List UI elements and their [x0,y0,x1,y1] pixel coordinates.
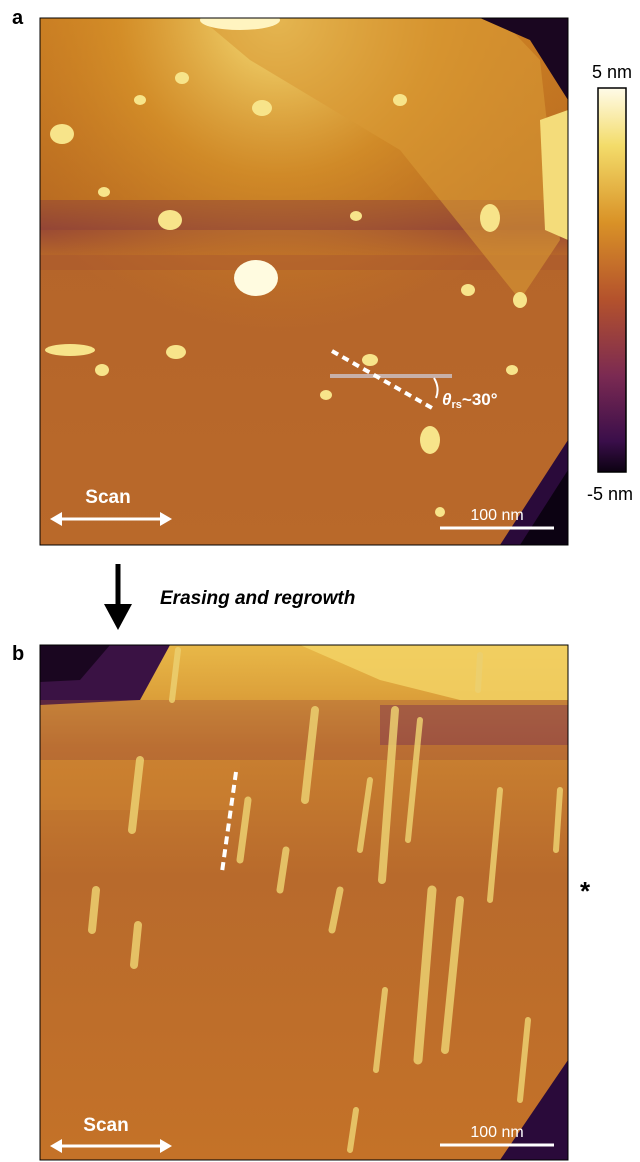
scale-bar-label: 100 nm [470,1124,523,1141]
scan-label: Scan [85,487,130,508]
afm-image-a: θrs~30° Scan 100 nm [40,10,568,545]
colorbar-max: 5 nm [592,62,632,82]
afm-image-b: Scan 100 nm [40,645,568,1160]
marker: * [580,876,591,906]
figure: θrs~30° Scan 100 nm a 5 nm -5 nm Erasing… [0,0,640,1162]
page: θrs~30° Scan 100 nm a 5 nm -5 nm Erasing… [0,0,640,1162]
panel-label: a [12,7,24,29]
scale-bar-label: 100 nm [470,507,523,524]
colorbar-min: -5 nm [587,484,633,504]
panel-label: b [12,643,24,665]
angle-label: θrs~30° [442,390,498,411]
colorbar [598,88,626,472]
scan-label: Scan [83,1115,128,1136]
process-label: Erasing and regrowth [160,588,355,609]
